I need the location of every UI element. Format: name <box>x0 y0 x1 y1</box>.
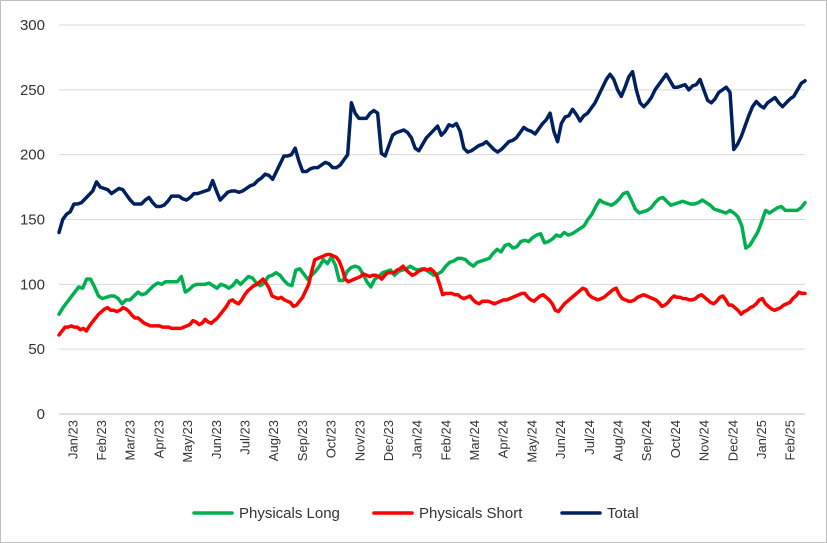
x-tick-label: Sep/24 <box>639 420 654 461</box>
y-tick-label: 250 <box>20 82 45 99</box>
y-tick-label: 0 <box>37 406 45 423</box>
x-tick-label: Dec/23 <box>381 420 396 461</box>
x-tick-label: Feb/25 <box>783 420 798 460</box>
x-tick-label: Jun/23 <box>209 420 224 459</box>
y-tick-label: 300 <box>20 17 45 34</box>
legend-label: Physicals Short <box>419 505 523 522</box>
x-tick-label: Mar/23 <box>123 420 138 460</box>
x-tick-label: Apr/24 <box>496 420 511 458</box>
y-tick-label: 200 <box>20 147 45 164</box>
x-axis: Jan/23 Feb/23 Mar/23 Apr/23 May/23 Jun/23 Jul/… <box>65 420 797 463</box>
x-tick-label: Apr/23 <box>151 420 166 458</box>
x-tick-label: Jun/24 <box>553 420 568 459</box>
x-tick-label: Jul/23 <box>238 420 253 455</box>
x-tick-label: Nov/23 <box>352 420 367 461</box>
x-tick-label: Aug/23 <box>266 420 281 461</box>
legend: Physicals Long Physicals Short Total <box>192 505 639 522</box>
legend-label: Total <box>607 505 639 522</box>
series-line-physicals-long <box>57 190 807 316</box>
y-tick-label: 50 <box>28 341 45 358</box>
x-tick-label: Oct/24 <box>668 420 683 458</box>
x-tick-label: Jan/25 <box>754 420 769 459</box>
x-tick-label: Mar/24 <box>467 420 482 460</box>
x-tick-label: Feb/23 <box>94 420 109 460</box>
x-tick-label: May/23 <box>180 420 195 463</box>
x-tick-label: Jan/24 <box>410 420 425 459</box>
series-line-physicals-short <box>57 252 807 337</box>
y-axis: 0 50 100 150 200 250 300 <box>20 17 45 423</box>
plot-area <box>57 69 807 337</box>
legend-label: Physicals Long <box>239 505 340 522</box>
x-tick-label: Nov/24 <box>697 420 712 461</box>
series-line-total <box>57 69 807 235</box>
x-tick-label: Dec/24 <box>725 420 740 461</box>
x-tick-label: Jul/24 <box>582 420 597 455</box>
x-tick-label: Jan/23 <box>65 420 80 459</box>
x-tick-label: Oct/23 <box>324 420 339 458</box>
y-tick-label: 150 <box>20 212 45 229</box>
x-tick-label: Feb/24 <box>438 420 453 460</box>
x-tick-label: Sep/23 <box>295 420 310 461</box>
x-tick-label: Aug/24 <box>611 420 626 461</box>
x-tick-label: May/24 <box>524 420 539 463</box>
y-tick-label: 100 <box>20 276 45 293</box>
